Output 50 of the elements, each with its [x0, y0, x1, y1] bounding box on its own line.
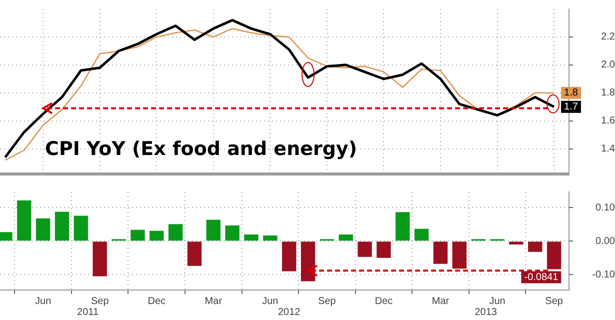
bar [244, 234, 258, 241]
y-tick-label: 1.8 [601, 88, 615, 99]
bar [206, 220, 221, 241]
bar [92, 242, 107, 276]
y-tick-label: 0.10 [596, 202, 615, 214]
x-tick-label: Jun [262, 296, 278, 307]
x-tick-label: Sep [90, 296, 110, 307]
text: CPI YoY (Ex food and energy) [45, 138, 358, 160]
data-label: 1.7 [564, 102, 578, 113]
bar [358, 242, 372, 257]
bar [528, 242, 542, 252]
bar [74, 216, 88, 241]
bar [130, 230, 145, 241]
bar [225, 225, 240, 241]
data-label: -0.0841 [524, 272, 559, 284]
bar [338, 234, 353, 241]
bar [187, 242, 202, 266]
x-tick-label: Dec [374, 296, 393, 307]
bar [452, 242, 467, 269]
y-tick-label: 2.2 [601, 32, 615, 43]
y-tick-label: 1.4 [601, 144, 615, 155]
x-tick-label: Mar [432, 296, 450, 307]
x-tick-label: Sep [318, 296, 336, 307]
data-label: 1.8 [564, 88, 578, 99]
x-tick-label: Jun [489, 296, 506, 307]
y-tick-label: 1.6 [601, 116, 615, 127]
x-tick-label: Jun [35, 296, 52, 307]
bar [414, 228, 429, 241]
bar [396, 212, 410, 241]
x-tick-label: Mar [204, 296, 223, 307]
text: 2011 [77, 307, 99, 318]
y-tick-label: 0.00 [596, 236, 615, 247]
bar [433, 242, 448, 264]
text: 2012 [278, 307, 300, 318]
text: 2013 [474, 307, 497, 318]
bar [376, 242, 391, 258]
bar [263, 235, 278, 241]
bar [300, 242, 316, 282]
bar [54, 212, 70, 241]
y-tick-label: -0.10 [592, 269, 615, 280]
bar [546, 242, 562, 270]
x-tick-label: Sep [545, 296, 564, 307]
bar [36, 218, 50, 241]
bar [509, 242, 524, 245]
bar [282, 242, 296, 272]
bar [168, 224, 183, 241]
y-tick-label: 2.0 [601, 60, 615, 71]
bar [150, 230, 164, 241]
x-tick-label: Dec [148, 296, 166, 307]
bar [17, 200, 32, 241]
